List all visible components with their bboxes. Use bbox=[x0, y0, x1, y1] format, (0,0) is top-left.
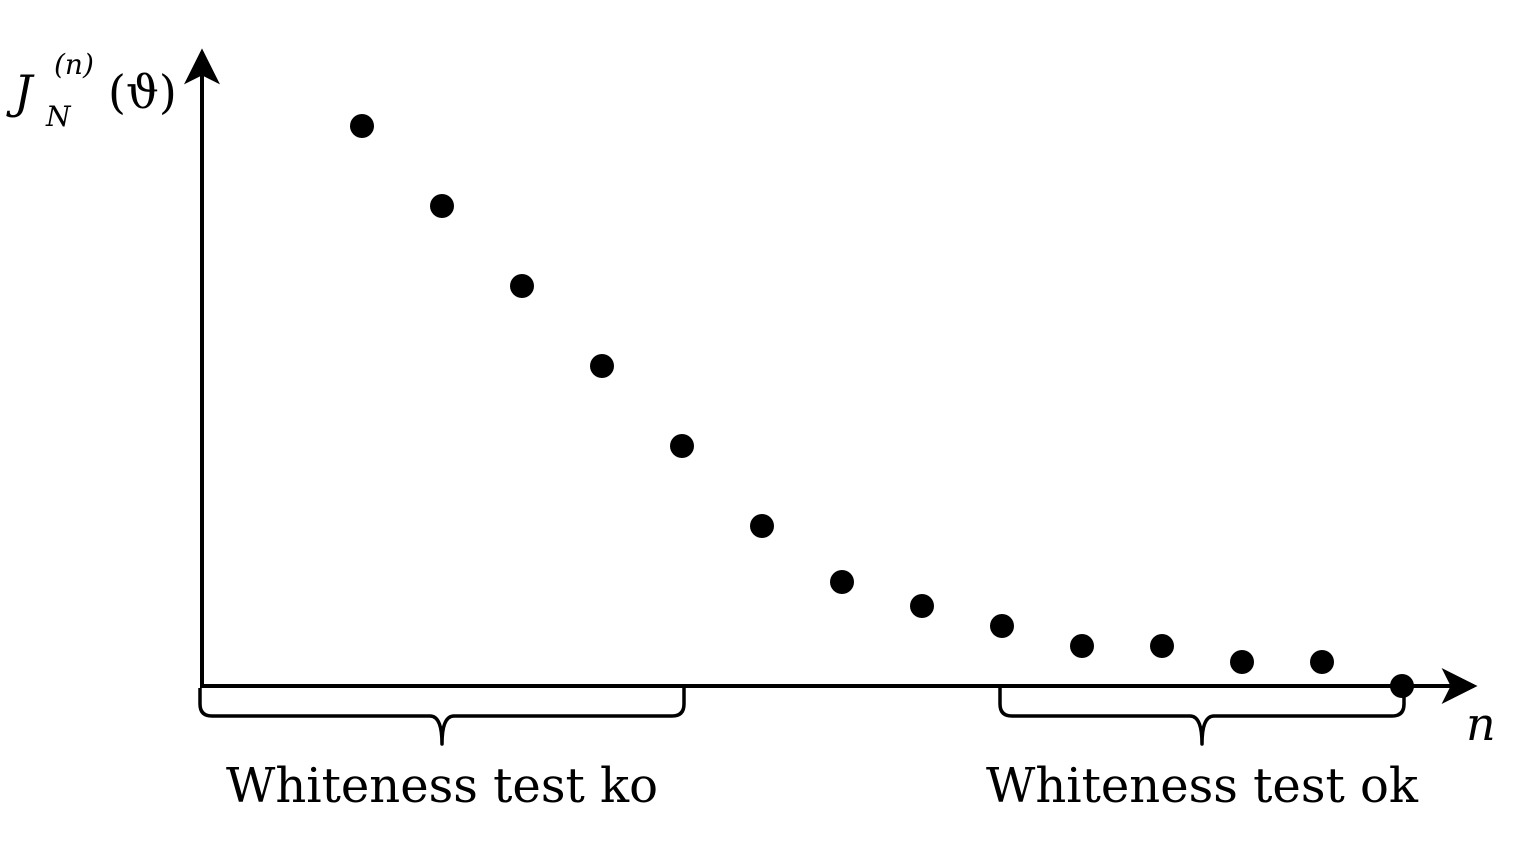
data-point-14 bbox=[1390, 674, 1414, 698]
x-axis-label: n bbox=[1466, 697, 1496, 751]
data-point-12 bbox=[1230, 650, 1254, 674]
y-axis-label: J bbox=[6, 65, 35, 119]
y-label-sup: (n) bbox=[54, 48, 94, 81]
y-label-arg: (ϑ) bbox=[108, 65, 177, 119]
data-point-8 bbox=[910, 594, 934, 618]
y-label-base: J bbox=[6, 65, 35, 119]
data-point-11 bbox=[1150, 634, 1174, 658]
data-point-13 bbox=[1310, 650, 1334, 674]
brace-1 bbox=[198, 688, 686, 746]
data-point-3 bbox=[510, 274, 534, 298]
brace-2 bbox=[998, 688, 1406, 746]
data-point-2 bbox=[430, 194, 454, 218]
braces bbox=[198, 688, 1406, 746]
data-point-9 bbox=[990, 614, 1014, 638]
y-label-sub: N bbox=[45, 100, 72, 133]
annotation-ko: Whiteness test ko bbox=[226, 758, 658, 814]
data-point-10 bbox=[1070, 634, 1094, 658]
data-points bbox=[350, 114, 1414, 698]
data-point-4 bbox=[590, 354, 614, 378]
data-point-1 bbox=[350, 114, 374, 138]
data-point-5 bbox=[670, 434, 694, 458]
annotation-ok: Whiteness test ok bbox=[986, 758, 1419, 814]
data-point-6 bbox=[750, 514, 774, 538]
data-point-7 bbox=[830, 570, 854, 594]
